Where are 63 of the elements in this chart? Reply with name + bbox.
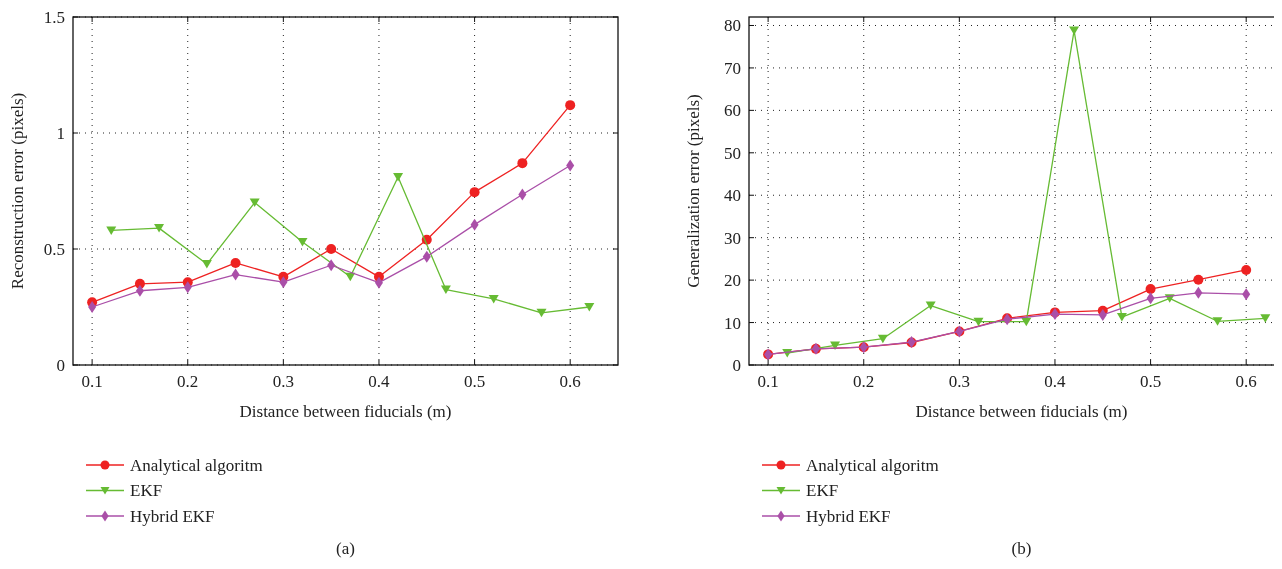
- x-tick-label: 0.2: [177, 372, 199, 391]
- y-tick-label: 1: [56, 123, 65, 143]
- point: [830, 341, 841, 350]
- point: [488, 294, 499, 304]
- x-tick-label: 0.4: [1044, 372, 1067, 391]
- legend-label: Analytical algoritm: [130, 455, 263, 475]
- y-tick-label: 80: [724, 16, 741, 36]
- point: [517, 158, 528, 169]
- y-tick-label: 40: [724, 186, 741, 206]
- legend-label: Hybrid EKF: [130, 506, 215, 526]
- legend-label: Analytical algoritm: [806, 455, 939, 475]
- x-tick-label: 0.5: [463, 372, 486, 391]
- point: [877, 334, 888, 344]
- x-tick-label: 0.1: [757, 372, 779, 391]
- point: [297, 238, 308, 247]
- x-tick-label: 0.3: [948, 372, 970, 391]
- legend-label: EKF: [130, 481, 163, 501]
- x-axis-title: Distance between fiducials (m): [239, 402, 452, 421]
- point: [393, 173, 404, 182]
- text: (b): [1011, 539, 1032, 558]
- point: [469, 187, 480, 198]
- y-tick-label: 0.5: [43, 239, 65, 259]
- y-tick-label: 0: [56, 355, 65, 375]
- point: [565, 100, 576, 111]
- point: [1260, 314, 1271, 323]
- point: [201, 260, 212, 269]
- x-tick-label: 0.5: [1139, 372, 1162, 391]
- y-tick-label: 20: [724, 271, 741, 291]
- y-tick-label: 60: [724, 101, 741, 121]
- y-tick-label: 10: [724, 313, 741, 333]
- y-axis-title: Reconstruction error (pixels): [8, 92, 27, 290]
- x-tick-label: 0.2: [853, 372, 875, 391]
- point: [1021, 317, 1032, 327]
- point: [230, 257, 241, 268]
- point: [1116, 313, 1127, 322]
- point: [1212, 317, 1223, 326]
- y-tick-label: 70: [724, 58, 741, 78]
- x-tick-label: 0.6: [1235, 372, 1257, 391]
- point: [88, 301, 97, 313]
- point: [925, 301, 936, 311]
- point: [1193, 274, 1204, 285]
- point: [536, 308, 547, 318]
- legend-label: Hybrid EKF: [806, 506, 891, 526]
- x-axis-title: Distance between fiducials (m): [915, 402, 1128, 421]
- y-axis-title: Generalization error (pixels): [684, 94, 703, 288]
- y-tick-label: 0: [732, 355, 741, 375]
- point: [1241, 264, 1252, 275]
- y-tick-label: 30: [724, 228, 741, 248]
- point: [584, 303, 595, 312]
- x-tick-label: 0.6: [559, 372, 581, 391]
- point: [154, 224, 165, 233]
- point: [1145, 284, 1156, 295]
- y-tick-label: 50: [724, 143, 741, 163]
- point: [326, 244, 337, 254]
- legend-label: EKF: [806, 481, 839, 501]
- point: [249, 198, 260, 208]
- point: [973, 317, 984, 327]
- x-tick-label: 0.4: [368, 372, 391, 391]
- x-tick-label: 0.3: [272, 372, 294, 391]
- y-tick-label: 1.5: [43, 7, 65, 27]
- text: (a): [336, 539, 355, 558]
- point: [106, 226, 117, 235]
- x-tick-label: 0.1: [81, 372, 103, 391]
